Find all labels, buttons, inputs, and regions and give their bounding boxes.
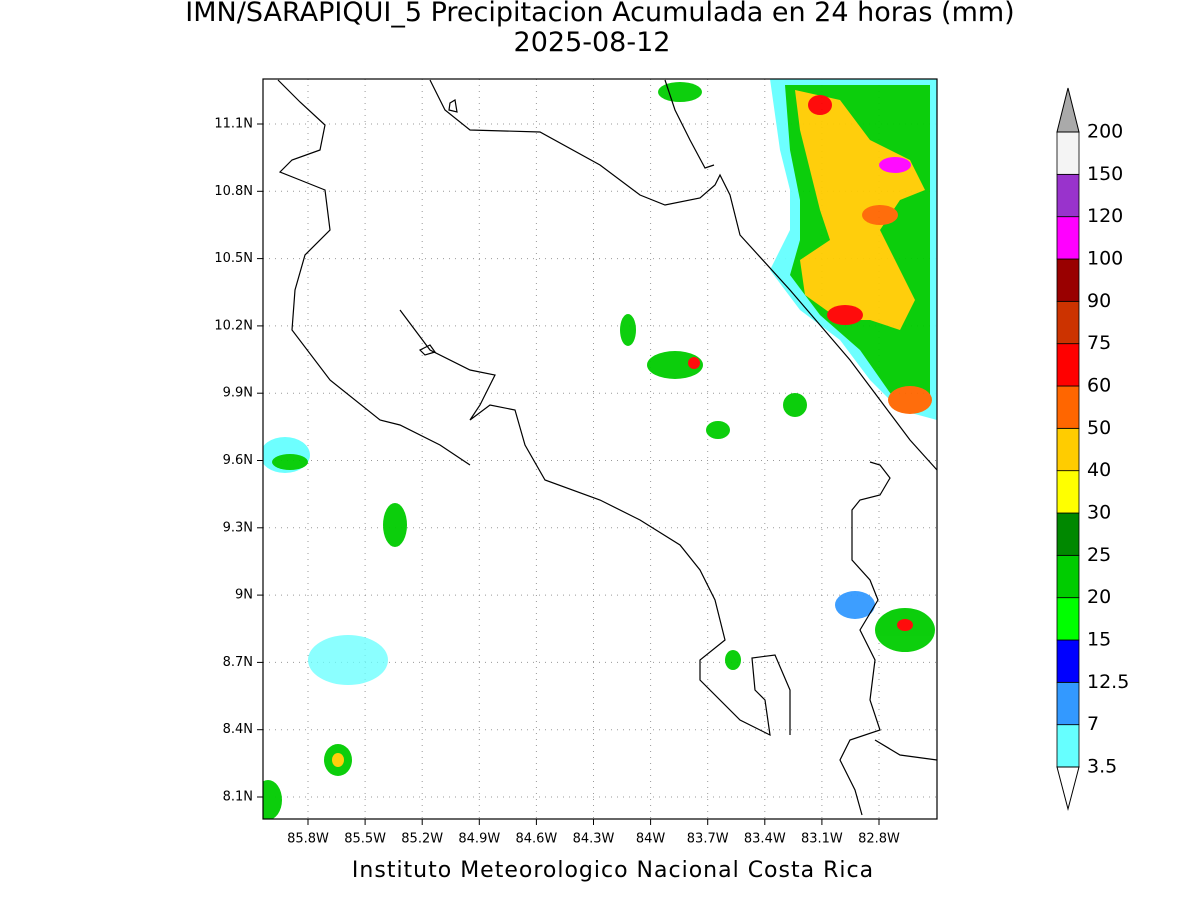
rain-area	[808, 95, 832, 115]
colorbar-box	[1056, 216, 1080, 260]
colorbar-label: 75	[1087, 332, 1111, 354]
coastline	[277, 79, 471, 466]
colorbar-label: 40	[1087, 459, 1111, 481]
lon-tick-label: 83.1W	[801, 832, 843, 847]
coastline	[429, 79, 937, 471]
colorbar-under	[1056, 766, 1080, 811]
colorbar-box	[1056, 343, 1080, 387]
lat-tick-label: 8.4N	[223, 722, 253, 737]
colorbar-label: 15	[1087, 629, 1111, 651]
lat-tick-label: 10.2N	[214, 318, 253, 333]
colorbar-box	[1056, 597, 1080, 641]
lat-tick-label: 9.9N	[223, 386, 253, 401]
lat-tick-label: 9.6N	[223, 453, 253, 468]
colorbar: 3.5 7 12.5 15 20 25 30 40 50 60 75 90 100 120 150 200	[1056, 87, 1129, 811]
colorbar-box	[1056, 173, 1080, 218]
colorbar-label: 12.5	[1087, 671, 1129, 693]
rain-area	[827, 305, 863, 325]
grid	[263, 79, 937, 819]
rain-area	[897, 619, 913, 631]
colorbar-box	[1056, 131, 1080, 175]
border	[839, 461, 891, 816]
colorbar-label: 120	[1087, 205, 1123, 227]
rain-area	[688, 357, 700, 369]
colorbar-box	[1056, 300, 1080, 345]
lon-tick-label: 84.9W	[458, 832, 500, 847]
rain-area	[706, 421, 730, 439]
lat-tick-label: 9.3N	[223, 520, 253, 535]
map-frame	[262, 78, 938, 820]
lat-tick-label: 9N	[235, 588, 253, 603]
rain-area	[263, 780, 282, 819]
rain-area	[272, 454, 308, 470]
colorbar-over	[1056, 87, 1080, 133]
colorbar-box	[1056, 724, 1080, 768]
colorbar-box	[1056, 258, 1080, 302]
island	[448, 99, 458, 113]
colorbar-label: 20	[1087, 586, 1111, 608]
island	[418, 344, 436, 356]
lat-tick-label: 10.8N	[214, 184, 253, 199]
colorbar-box	[1056, 385, 1080, 429]
subtitle: 2025-08-12	[514, 27, 671, 58]
colorbar-label: 150	[1087, 163, 1123, 185]
colorbar-label: 30	[1087, 502, 1111, 524]
colorbar-box	[1056, 681, 1080, 726]
rain-area	[835, 591, 875, 619]
colorbar-label: 100	[1087, 248, 1123, 270]
colorbar-label: 60	[1087, 375, 1111, 397]
lon-tick-label: 82.8W	[858, 832, 900, 847]
rain-area	[783, 393, 807, 417]
coastlines	[277, 79, 937, 816]
colorbar-box	[1056, 427, 1080, 472]
colorbar-box	[1056, 639, 1080, 683]
title: IMN/SARAPIQUI_5 Precipitacion Acumulada …	[185, 0, 1014, 28]
rain-area	[879, 157, 911, 173]
colorbar-label: 7	[1087, 713, 1099, 735]
colorbar-box	[1056, 554, 1080, 599]
lon-tick-label: 85.5W	[344, 832, 386, 847]
rain-area	[862, 205, 898, 225]
coastline	[399, 309, 791, 737]
lat-tick-label: 8.1N	[223, 790, 253, 805]
lon-tick-label: 84.3W	[573, 832, 615, 847]
colorbar-box	[1056, 512, 1080, 556]
lat-tick-label: 10.5N	[214, 251, 253, 266]
lat-tick-label: 8.7N	[223, 655, 253, 670]
rain-area	[658, 82, 702, 102]
precipitation	[263, 79, 937, 819]
rain-area	[308, 635, 388, 685]
rain-area	[888, 386, 932, 414]
rain-area	[332, 753, 344, 767]
lon-tick-label: 84.6W	[515, 832, 557, 847]
colorbar-box	[1056, 470, 1080, 514]
lon-tick-label: 85.2W	[401, 832, 443, 847]
coastline	[874, 739, 937, 761]
colorbar-label: 3.5	[1087, 756, 1117, 778]
footer: Instituto Meteorologico Nacional Costa R…	[352, 858, 874, 883]
axes: 85.8W 85.5W 85.2W 84.9W 84.6W 84.3W 84W 83.7W 83…	[214, 117, 900, 847]
lat-tick-label: 11.1N	[214, 117, 253, 132]
lon-tick-label: 85.8W	[287, 832, 329, 847]
colorbar-label: 90	[1087, 290, 1111, 312]
rain-area	[383, 503, 407, 547]
lon-tick-label: 83.7W	[687, 832, 729, 847]
rain-area	[647, 351, 703, 379]
rain-area	[795, 90, 925, 330]
colorbar-label: 200	[1087, 121, 1123, 143]
lon-tick-label: 83.4W	[744, 832, 786, 847]
border	[664, 79, 715, 169]
lon-tick-label: 84W	[636, 832, 666, 847]
colorbar-label: 50	[1087, 417, 1111, 439]
rain-area	[725, 650, 741, 670]
colorbar-label: 25	[1087, 544, 1111, 566]
rain-area	[620, 314, 636, 346]
